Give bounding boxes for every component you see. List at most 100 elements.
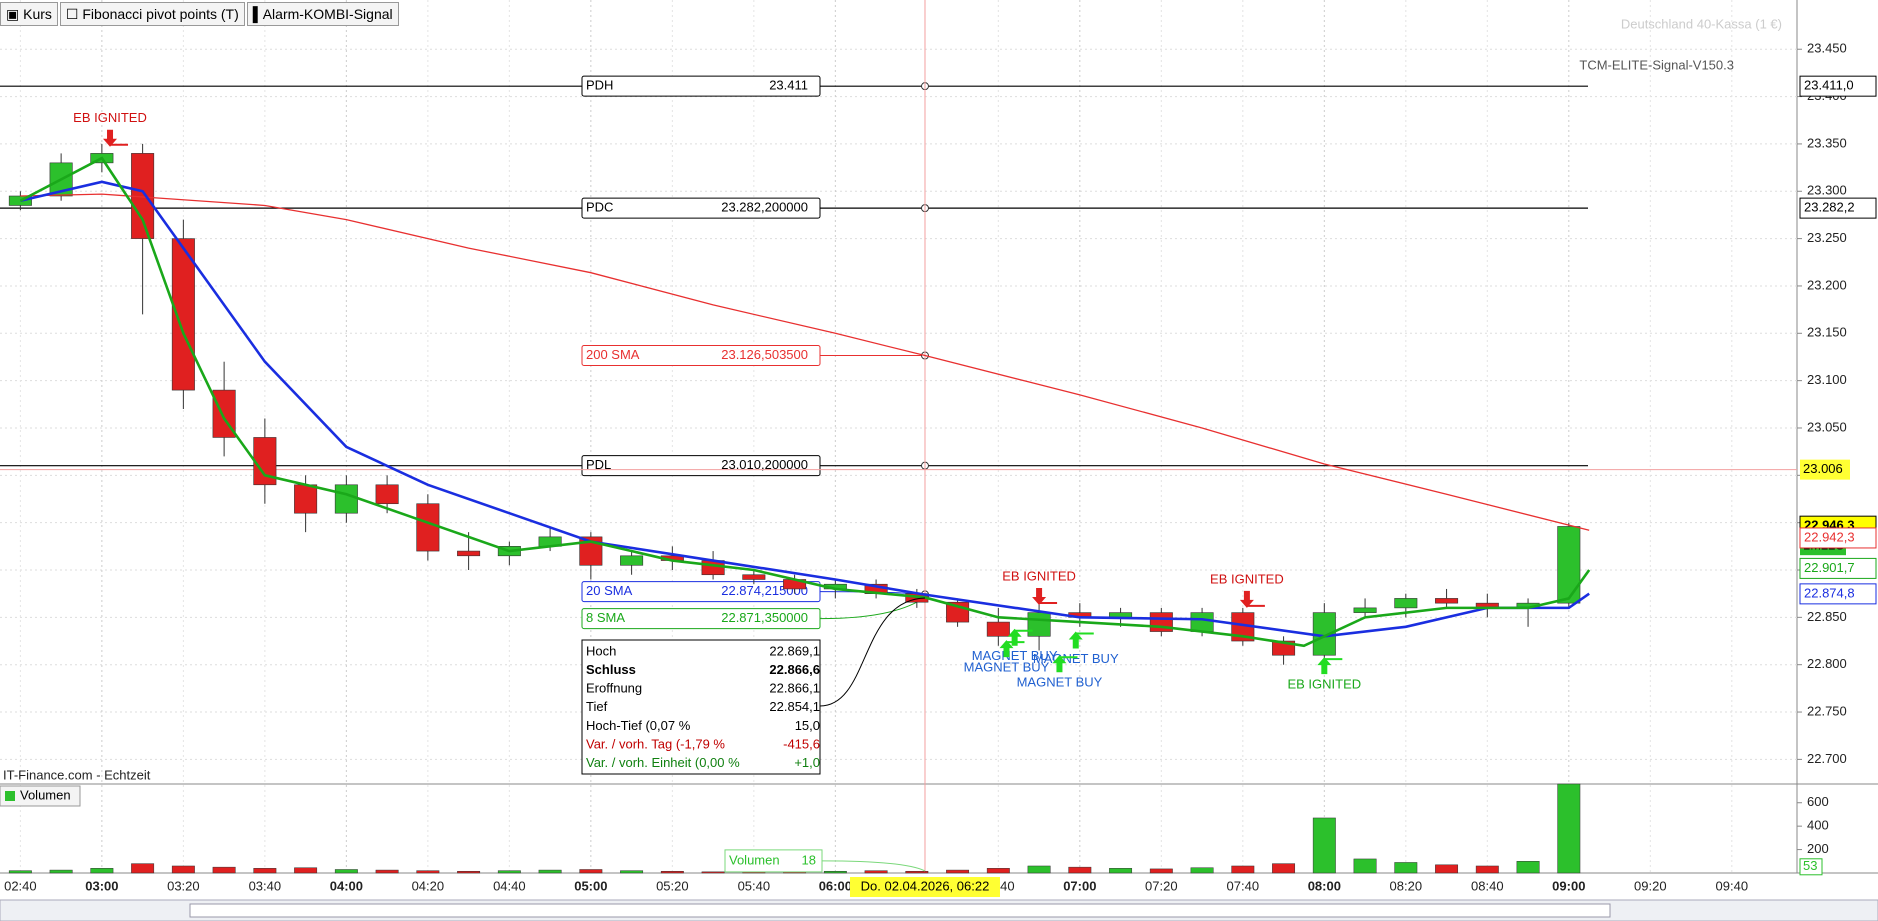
infobox-key: Tief [586, 699, 608, 714]
volume-bar [823, 870, 847, 874]
signal-arrow [1239, 590, 1254, 608]
volume-bar [90, 868, 114, 874]
y-tick-label: 22.700 [1807, 751, 1847, 766]
indicator-line [19, 156, 1591, 648]
signal-arrow [1068, 631, 1083, 649]
volume-bar [1272, 863, 1296, 874]
y-tick-label: 22.850 [1807, 609, 1847, 624]
axis-price-label: 23.282,2 [1804, 200, 1855, 215]
volume-bar [1068, 866, 1092, 874]
x-tick-label: 04:40 [493, 878, 526, 893]
signal-arrow [1052, 655, 1067, 673]
volume-bar [701, 871, 725, 874]
volume-bar [1312, 817, 1336, 874]
signal-label: EB IGNITED [1210, 571, 1284, 586]
signal-label: MAGNET BUY [1033, 651, 1119, 666]
candle-body [457, 550, 481, 557]
volume-bar [905, 870, 929, 874]
candle-body [986, 621, 1010, 637]
volume-bar [1353, 858, 1377, 874]
x-tick-label: 04:00 [330, 878, 363, 893]
infobox-key: Hoch [586, 643, 616, 658]
x-tick-label: 07:20 [1145, 878, 1178, 893]
fibonacci-button[interactable]: ☐ Fibonacci pivot points (T) [59, 2, 245, 26]
volume-bar [8, 870, 32, 874]
infobox-value: 22.866,6 [769, 662, 820, 677]
level-value: 23.010,200000 [721, 457, 808, 472]
y-tick-label: 23.050 [1807, 419, 1847, 434]
volume-bar [457, 870, 481, 874]
candle-body [1435, 598, 1459, 604]
volume-legend-box [0, 785, 81, 807]
level-name: PDL [586, 457, 611, 472]
candle-body [1353, 607, 1377, 613]
candle-body [334, 484, 358, 514]
axis-price-label: 22.901,7 [1804, 560, 1855, 575]
signal-label: MAGNET BUY [972, 648, 1058, 663]
signal-arrow [999, 640, 1014, 658]
source: IT-Finance.com - Echtzeit [3, 767, 151, 782]
chart-title: TCM-ELITE-Signal-V150.3 [1579, 57, 1734, 72]
volume-bar [334, 869, 358, 874]
signal-label: EB IGNITED [73, 110, 147, 125]
y-tick-label: 23.250 [1807, 230, 1847, 245]
level-name: PDH [586, 78, 613, 93]
instrument: Deutschland 40-Kassa (1 €) [1621, 16, 1782, 31]
infobox-key: Var. / vorh. Einheit (0,00 % [586, 755, 740, 770]
volume-legend-swatch [5, 791, 15, 801]
x-tick-label: 05:40 [738, 878, 771, 893]
level-name: 20 SMA [586, 583, 633, 598]
infobox-connector [819, 597, 926, 707]
axis-price-box [1799, 197, 1877, 219]
volume-bar [946, 869, 970, 874]
signal-arrow [103, 129, 118, 147]
volume-bar [1027, 865, 1051, 874]
level-box [581, 197, 821, 219]
level-box [581, 581, 821, 603]
volume-bar [131, 863, 155, 874]
volume-bar [1394, 862, 1418, 874]
volume-cursor-value: 18 [802, 852, 816, 867]
x-tick-label: 03:20 [167, 878, 200, 893]
volume-legend: Volumen [20, 787, 71, 802]
volume-bar [579, 869, 603, 874]
volume-bar [1149, 868, 1173, 874]
volume-tick-label: 400 [1807, 818, 1829, 833]
level-name: 8 SMA [586, 610, 625, 625]
y-tick-label: 23.450 [1807, 41, 1847, 56]
signal-label: EB IGNITED [1287, 677, 1361, 692]
kurs-button[interactable]: ▣ Kurs [0, 2, 58, 26]
level-box [581, 608, 821, 630]
signal-label: MAGNET BUY [1017, 675, 1103, 690]
infobox-value: 22.866,1 [769, 681, 820, 696]
level-box [581, 455, 821, 477]
x-tick-label: 08:40 [1471, 878, 1504, 893]
candle-body [171, 238, 195, 391]
fibonacci-label: Fibonacci pivot points (T) [82, 6, 239, 22]
x-tick-label: 03:40 [249, 878, 282, 893]
kurs-label: Kurs [23, 6, 52, 22]
volume-bar [660, 870, 684, 874]
volume-bar [375, 869, 399, 874]
crosshair-date: Do. 02.04.2026, 06:22 [861, 878, 990, 893]
infobox-value: +1,0 [794, 755, 820, 770]
candle-body [620, 555, 644, 566]
volume-bar [1109, 868, 1133, 874]
indicator-line [20, 193, 1590, 531]
y-tick-label: 22.750 [1807, 703, 1847, 718]
candle-body [1394, 598, 1418, 609]
volume-bar [1231, 865, 1255, 874]
alarm-button[interactable]: ▌Alarm-KOMBI-Signal [246, 2, 399, 26]
x-tick-label: 07:00 [1063, 878, 1096, 893]
volume-last-box [1799, 858, 1823, 876]
y-tick-label: 23.100 [1807, 372, 1847, 387]
signal-arrow [1032, 588, 1047, 606]
candle-body [294, 484, 318, 514]
x-tick-label: 06:00 [819, 878, 852, 893]
level-name: 200 SMA [586, 347, 640, 362]
x-tick-label: 03:00 [85, 878, 118, 893]
volume-cursor-connector [821, 860, 926, 872]
signal-arrow [1007, 628, 1022, 646]
